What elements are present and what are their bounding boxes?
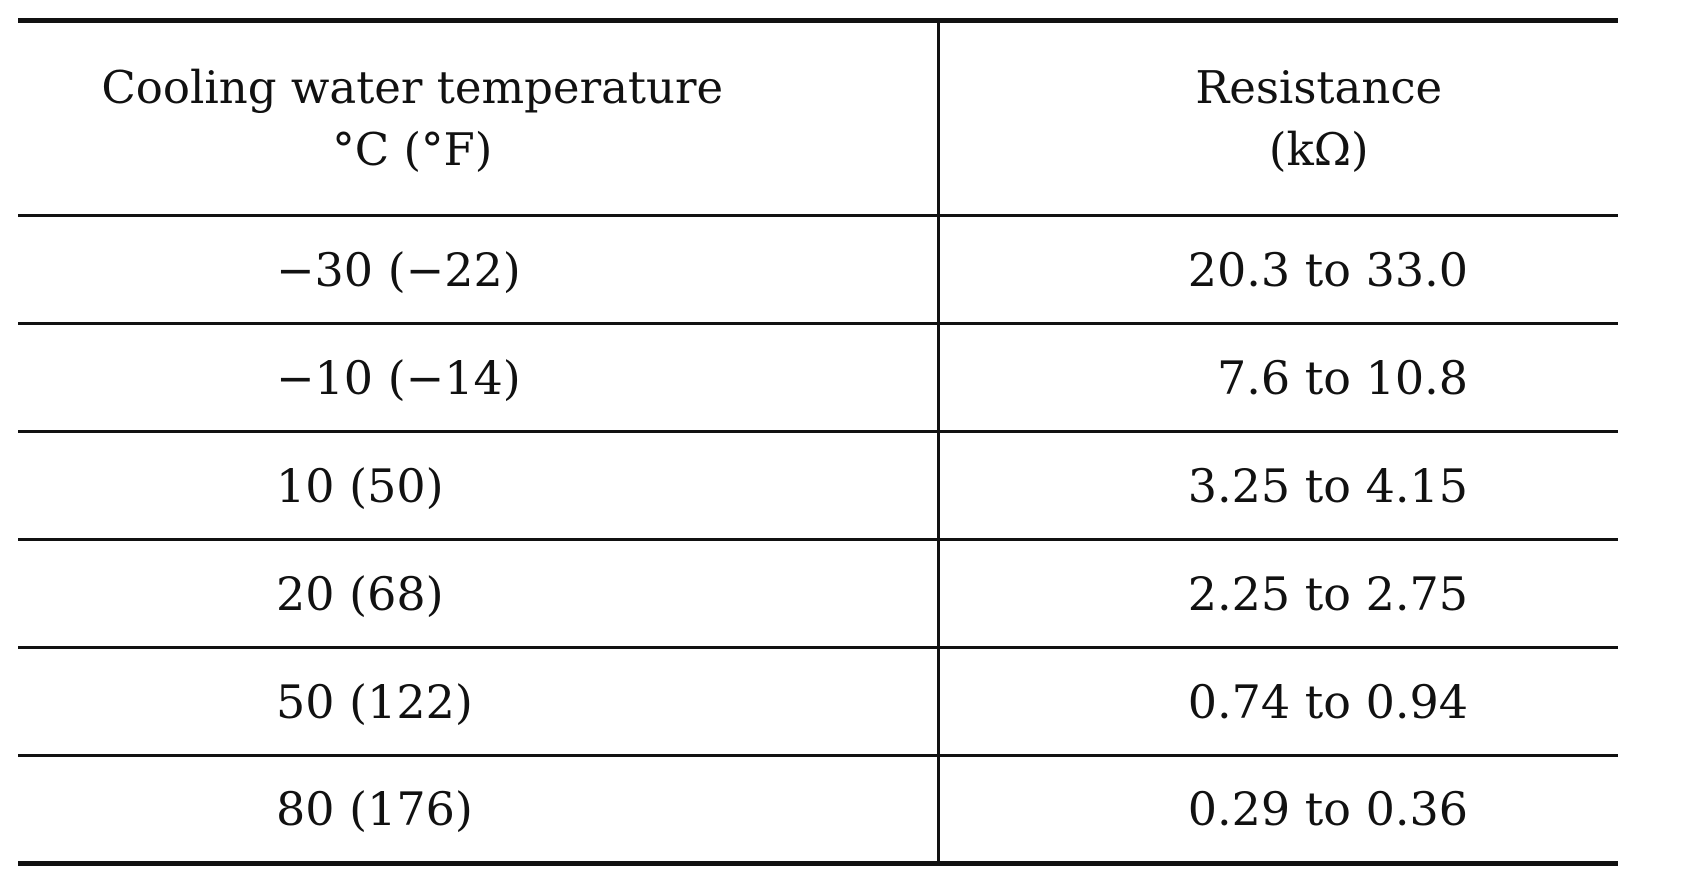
resistance-cell: 0.29 to 0.36 — [938, 755, 1618, 866]
temperature-column-header: Cooling water temperature °C (°F) — [18, 18, 940, 217]
temperature-cell: 80 (176) — [18, 755, 940, 866]
table-row: 80 (176) 0.29 to 0.36 — [18, 755, 1618, 866]
table-row: −10 (−14) 7.6 to 10.8 — [18, 323, 1618, 433]
temperature-cell: −30 (−22) — [18, 215, 940, 325]
resistance-table: Cooling water temperature °C (°F) Resist… — [18, 18, 1618, 866]
temperature-cell: 10 (50) — [18, 431, 940, 541]
table-row: 20 (68) 2.25 to 2.75 — [18, 539, 1618, 649]
resistance-cell: 3.25 to 4.15 — [938, 431, 1618, 541]
temperature-cell: 50 (122) — [18, 647, 940, 757]
header-row: Cooling water temperature °C (°F) Resist… — [18, 18, 1618, 217]
table-row: 50 (122) 0.74 to 0.94 — [18, 647, 1618, 757]
resistance-cell: 2.25 to 2.75 — [938, 539, 1618, 649]
temperature-header-title: Cooling water temperature — [101, 60, 724, 114]
resistance-header-units: (kΩ) — [1268, 122, 1369, 176]
table-row: −30 (−22) 20.3 to 33.0 — [18, 215, 1618, 325]
table-body: −30 (−22) 20.3 to 33.0 −10 (−14) 7.6 to … — [18, 215, 1618, 866]
resistance-header-title: Resistance — [1195, 60, 1443, 114]
temperature-cell: 20 (68) — [18, 539, 940, 649]
resistance-table-container: Cooling water temperature °C (°F) Resist… — [18, 18, 1618, 866]
resistance-cell: 0.74 to 0.94 — [938, 647, 1618, 757]
resistance-cell: 20.3 to 33.0 — [938, 215, 1618, 325]
table-row: 10 (50) 3.25 to 4.15 — [18, 431, 1618, 541]
resistance-column-header: Resistance (kΩ) — [938, 18, 1618, 217]
temperature-header-units: °C (°F) — [332, 122, 493, 176]
table-header: Cooling water temperature °C (°F) Resist… — [18, 18, 1618, 217]
resistance-cell: 7.6 to 10.8 — [938, 323, 1618, 433]
temperature-cell: −10 (−14) — [18, 323, 940, 433]
